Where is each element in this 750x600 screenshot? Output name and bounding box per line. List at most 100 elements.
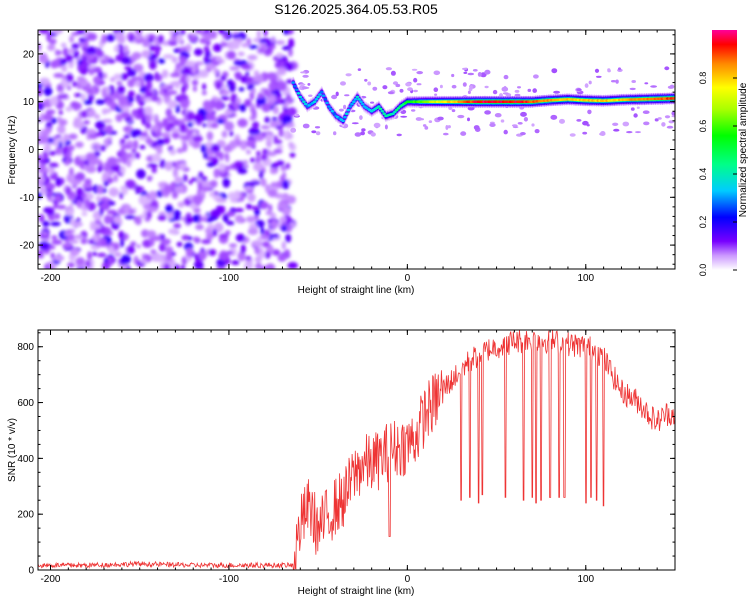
noise-blob — [73, 50, 80, 59]
noise-blob — [169, 30, 174, 36]
noise-blob — [285, 62, 294, 71]
noise-blob — [229, 140, 237, 150]
noise-blob — [198, 171, 204, 179]
noise-blob — [279, 216, 287, 223]
noise-blob — [80, 93, 87, 102]
noise-blob — [46, 137, 55, 144]
ridge-cell — [350, 102, 354, 106]
noise-blob — [46, 208, 55, 217]
noise-blob — [279, 99, 286, 105]
noise-blob — [187, 122, 194, 128]
noise-blob — [175, 214, 181, 221]
ridge-speckle — [607, 69, 611, 73]
noise-blob — [170, 181, 177, 190]
noise-blob — [253, 162, 264, 172]
snr-line — [38, 330, 675, 570]
noise-blob — [260, 178, 267, 187]
noise-blob — [273, 148, 283, 154]
noise-blob — [161, 132, 171, 138]
noise-blob — [64, 160, 70, 166]
x-tick-label: 0 — [405, 574, 411, 585]
noise-blob — [158, 243, 166, 252]
noise-blob — [65, 54, 74, 63]
noise-blob — [99, 206, 104, 216]
noise-blob — [284, 249, 291, 258]
noise-blob — [246, 149, 251, 155]
noise-blob — [62, 47, 69, 57]
noise-blob — [135, 186, 145, 191]
noise-blob — [288, 141, 294, 148]
noise-blob — [197, 181, 203, 192]
noise-blob — [126, 158, 132, 168]
ridge-cell — [346, 108, 351, 112]
noise-blob — [159, 159, 166, 169]
noise-blob — [124, 66, 132, 71]
ridge-speckle — [395, 83, 401, 88]
ridge-speckle — [484, 110, 491, 115]
noise-blob — [264, 251, 271, 259]
colorbar-label: Normalized spectral amplitude — [738, 82, 749, 217]
noise-blob — [115, 113, 123, 123]
noise-blob — [277, 81, 288, 91]
noise-blob — [215, 198, 227, 203]
noise-blob — [123, 45, 129, 54]
colorbar-tick-label: 0.8 — [698, 72, 708, 85]
ridge-cell — [341, 119, 345, 123]
noise-blob — [250, 157, 255, 163]
noise-blob — [179, 162, 187, 170]
noise-blob — [149, 237, 155, 247]
ridge-speckle — [582, 131, 588, 135]
noise-blob — [120, 73, 129, 81]
noise-blob — [272, 106, 279, 115]
noise-blob — [209, 180, 218, 188]
noise-blob — [236, 166, 245, 171]
noise-blob — [252, 240, 264, 247]
noise-blob — [135, 34, 142, 41]
noise-blob — [173, 48, 178, 53]
noise-blob — [176, 241, 183, 247]
ridge-cell — [312, 100, 317, 103]
noise-blob — [38, 192, 43, 199]
noise-blob — [201, 90, 207, 96]
noise-blob — [38, 213, 45, 223]
ridge-cell — [319, 90, 324, 94]
ridge-speckle — [451, 84, 457, 89]
ridge-speckle — [472, 69, 478, 72]
noise-blob — [121, 144, 133, 150]
noise-blob — [55, 49, 60, 56]
noise-blob — [76, 120, 85, 130]
noise-blob — [255, 262, 263, 269]
noise-blob — [209, 191, 215, 198]
noise-blob — [247, 54, 258, 61]
noise-blob — [169, 149, 177, 156]
ridge-cell — [378, 107, 383, 111]
ridge-speckle — [428, 120, 433, 123]
noise-blob — [85, 128, 97, 134]
noise-blob — [53, 255, 65, 262]
ridge-speckle — [477, 72, 482, 77]
noise-blob — [220, 96, 230, 101]
noise-blob — [107, 59, 116, 64]
noise-blob — [114, 31, 124, 40]
noise-blob — [171, 131, 180, 140]
ridge-cell — [293, 84, 297, 88]
noise-blob — [114, 251, 122, 258]
noise-blob — [38, 55, 49, 64]
noise-blob — [94, 144, 102, 150]
noise-blob — [71, 221, 83, 227]
noise-blob — [182, 174, 188, 183]
noise-blob — [237, 251, 246, 262]
y-tick-label: 400 — [17, 454, 34, 465]
ridge-speckle — [413, 89, 418, 93]
noise-blob — [122, 126, 131, 132]
noise-blob — [232, 34, 243, 39]
noise-blob — [74, 195, 84, 204]
noise-blob — [70, 217, 75, 227]
noise-blob — [204, 50, 211, 59]
y-tick-label: 0 — [28, 566, 34, 577]
noise-blob — [224, 109, 234, 116]
noise-blob — [186, 129, 192, 139]
noise-blob — [126, 69, 137, 77]
noise-blob — [132, 63, 144, 73]
noise-blob — [164, 161, 173, 171]
